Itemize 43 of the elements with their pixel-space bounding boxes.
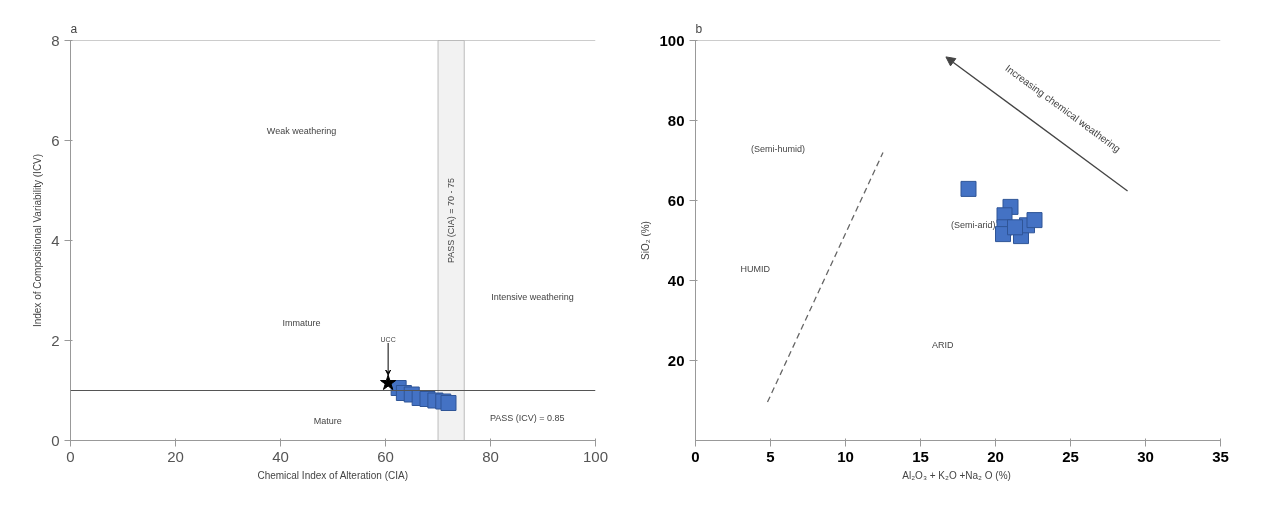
y-tick-label: 0: [51, 431, 60, 449]
y-tick-label: 8: [51, 31, 60, 49]
x-tick-label: 60: [377, 447, 394, 465]
annotation: HUMID: [740, 263, 771, 274]
y-tick-label: 2: [51, 331, 60, 349]
x-tick-label: 5: [766, 447, 775, 465]
x-tick-label: 30: [1137, 447, 1154, 465]
annotation: PASS (ICV) = 0.85: [489, 413, 565, 424]
x-tick-label: 40: [272, 447, 289, 465]
x-tick-label: 25: [1062, 447, 1079, 465]
y-tick-label: 60: [667, 191, 685, 209]
x-axis-title: Chemical Index of Alteration (CIA): [257, 469, 409, 481]
chart-title: a: [70, 21, 78, 36]
x-axis-title: Al₂O₃ + K₂O +Na₂ O (%): [902, 469, 1011, 481]
chart-title: b: [695, 21, 703, 36]
y-tick-label: 20: [667, 351, 685, 369]
x-tick-label: 15: [912, 447, 929, 465]
x-tick-label: 100: [582, 447, 609, 465]
y-axis-title: Index of Compositional Variability (ICV): [32, 153, 44, 328]
annotation: Intensive weathering: [491, 291, 574, 302]
y-tick-label: 40: [667, 271, 685, 289]
band-label: PASS (CIA) = 70 - 75: [446, 177, 457, 264]
x-tick-label: 20: [987, 447, 1004, 465]
y-tick-label: 80: [667, 111, 685, 129]
annotation: Weak weathering: [266, 125, 337, 136]
y-tick-label: 6: [51, 131, 60, 149]
point: [1007, 219, 1023, 236]
x-tick-label: 80: [482, 447, 499, 465]
x-tick-label: 35: [1212, 447, 1229, 465]
point: [1026, 212, 1043, 229]
x-tick-label: 20: [167, 447, 184, 465]
point: [960, 180, 977, 197]
annotation: (Semi-humid): [750, 143, 805, 154]
annotation: Mature: [313, 415, 342, 426]
x-tick-label: 0: [691, 447, 700, 465]
annotation: (Semi-arid): [950, 219, 996, 230]
annotation: Immature: [282, 317, 321, 328]
x-tick-label: 0: [66, 447, 75, 465]
y-axis-title: SiO₂ (%): [640, 221, 652, 260]
y-tick-label: 100: [659, 31, 685, 49]
x-tick-label: 10: [837, 447, 854, 465]
annotation: ARID: [932, 339, 955, 350]
y-tick-label: 4: [51, 231, 60, 249]
